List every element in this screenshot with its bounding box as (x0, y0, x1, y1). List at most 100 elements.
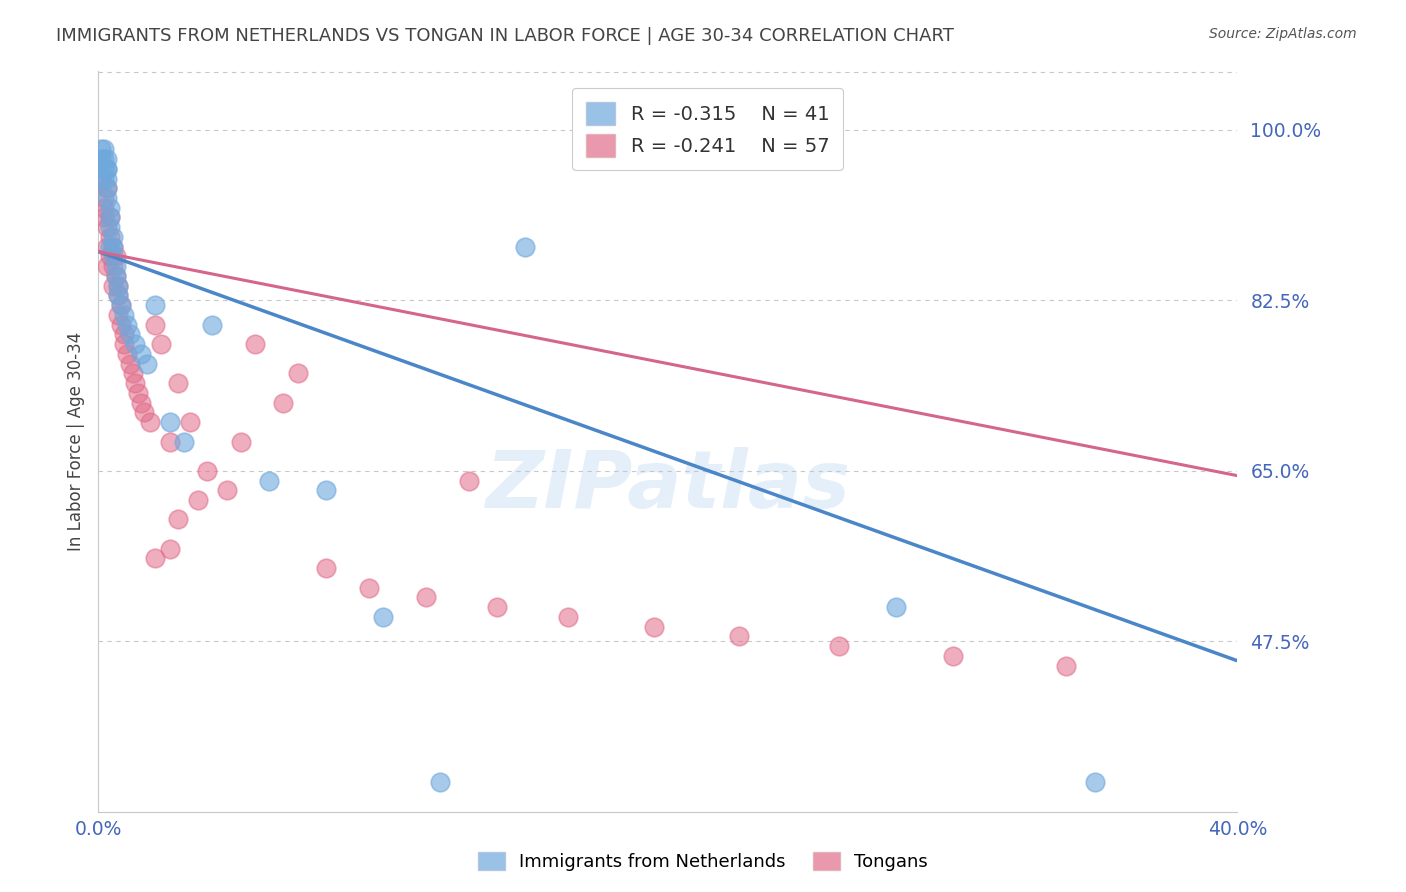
Point (124, 337, 146, 351)
Point (101, 259, 124, 273)
Point (104, 250, 127, 264)
Point (96, 191, 118, 205)
Point (167, 512, 190, 526)
Point (98, 211, 121, 225)
Point (96, 181, 118, 195)
Point (90, 152, 112, 166)
Point (415, 591, 437, 605)
Point (98, 220, 121, 235)
Point (828, 639, 851, 653)
Point (93, 201, 115, 215)
Point (101, 230, 124, 244)
Point (115, 318, 138, 332)
Y-axis label: In Labor Force | Age 30-34: In Labor Force | Age 30-34 (66, 332, 84, 551)
Point (138, 415, 160, 429)
Point (96, 171, 118, 186)
Point (515, 240, 537, 254)
Text: Source: ZipAtlas.com: Source: ZipAtlas.com (1209, 27, 1357, 41)
Point (457, 474, 479, 488)
Point (315, 483, 337, 498)
Point (145, 318, 167, 332)
Point (93, 191, 115, 205)
Point (101, 278, 124, 293)
Point (486, 600, 509, 615)
Point (287, 367, 309, 381)
Point (104, 268, 127, 283)
Legend: Immigrants from Netherlands, Tongans: Immigrants from Netherlands, Tongans (471, 845, 935, 879)
Point (121, 367, 143, 381)
Point (107, 278, 129, 293)
Point (107, 308, 129, 322)
Point (124, 376, 146, 390)
Point (201, 318, 224, 332)
Point (93, 211, 115, 225)
Point (159, 434, 181, 449)
Point (107, 288, 129, 302)
Point (110, 298, 132, 312)
Point (129, 347, 152, 361)
Point (107, 278, 129, 293)
Point (112, 337, 135, 351)
Point (173, 434, 195, 449)
Point (643, 619, 665, 633)
Point (942, 648, 965, 663)
Point (110, 318, 132, 332)
Text: IMMIGRANTS FROM NETHERLANDS VS TONGAN IN LABOR FORCE | AGE 30-34 CORRELATION CHA: IMMIGRANTS FROM NETHERLANDS VS TONGAN IN… (56, 27, 955, 45)
Point (215, 483, 238, 498)
Point (98, 250, 121, 264)
Point (93, 142, 115, 156)
Point (101, 250, 124, 264)
Point (118, 327, 141, 342)
Point (728, 629, 751, 643)
Point (1084, 775, 1107, 789)
Point (90, 171, 112, 186)
Point (1056, 658, 1078, 673)
Point (132, 405, 155, 419)
Point (145, 298, 167, 312)
Point (96, 161, 118, 176)
Point (104, 259, 127, 273)
Point (98, 230, 121, 244)
Text: ZIPatlas: ZIPatlas (485, 447, 851, 525)
Point (243, 337, 266, 351)
Point (195, 464, 218, 478)
Point (315, 561, 337, 575)
Point (229, 434, 252, 449)
Point (101, 240, 124, 254)
Point (101, 240, 124, 254)
Point (98, 201, 121, 215)
Point (112, 308, 135, 322)
Point (110, 298, 132, 312)
Point (90, 142, 112, 156)
Point (96, 259, 118, 273)
Point (135, 357, 157, 371)
Point (273, 395, 295, 409)
Point (159, 541, 181, 556)
Point (93, 161, 115, 176)
Point (429, 775, 451, 789)
Point (96, 220, 118, 235)
Point (98, 211, 121, 225)
Point (93, 152, 115, 166)
Point (93, 171, 115, 186)
Point (187, 493, 209, 508)
Point (167, 376, 190, 390)
Point (159, 415, 181, 429)
Point (884, 600, 907, 615)
Point (179, 415, 201, 429)
Point (150, 337, 173, 351)
Point (96, 152, 118, 166)
Point (129, 395, 152, 409)
Point (357, 581, 380, 595)
Point (115, 347, 138, 361)
Point (118, 357, 141, 371)
Point (145, 551, 167, 566)
Point (557, 610, 579, 624)
Point (373, 610, 395, 624)
Point (96, 161, 118, 176)
Point (107, 288, 129, 302)
Point (127, 385, 149, 400)
Point (112, 327, 135, 342)
Legend: R = -0.315    N = 41, R = -0.241    N = 57: R = -0.315 N = 41, R = -0.241 N = 57 (572, 88, 844, 170)
Point (98, 240, 121, 254)
